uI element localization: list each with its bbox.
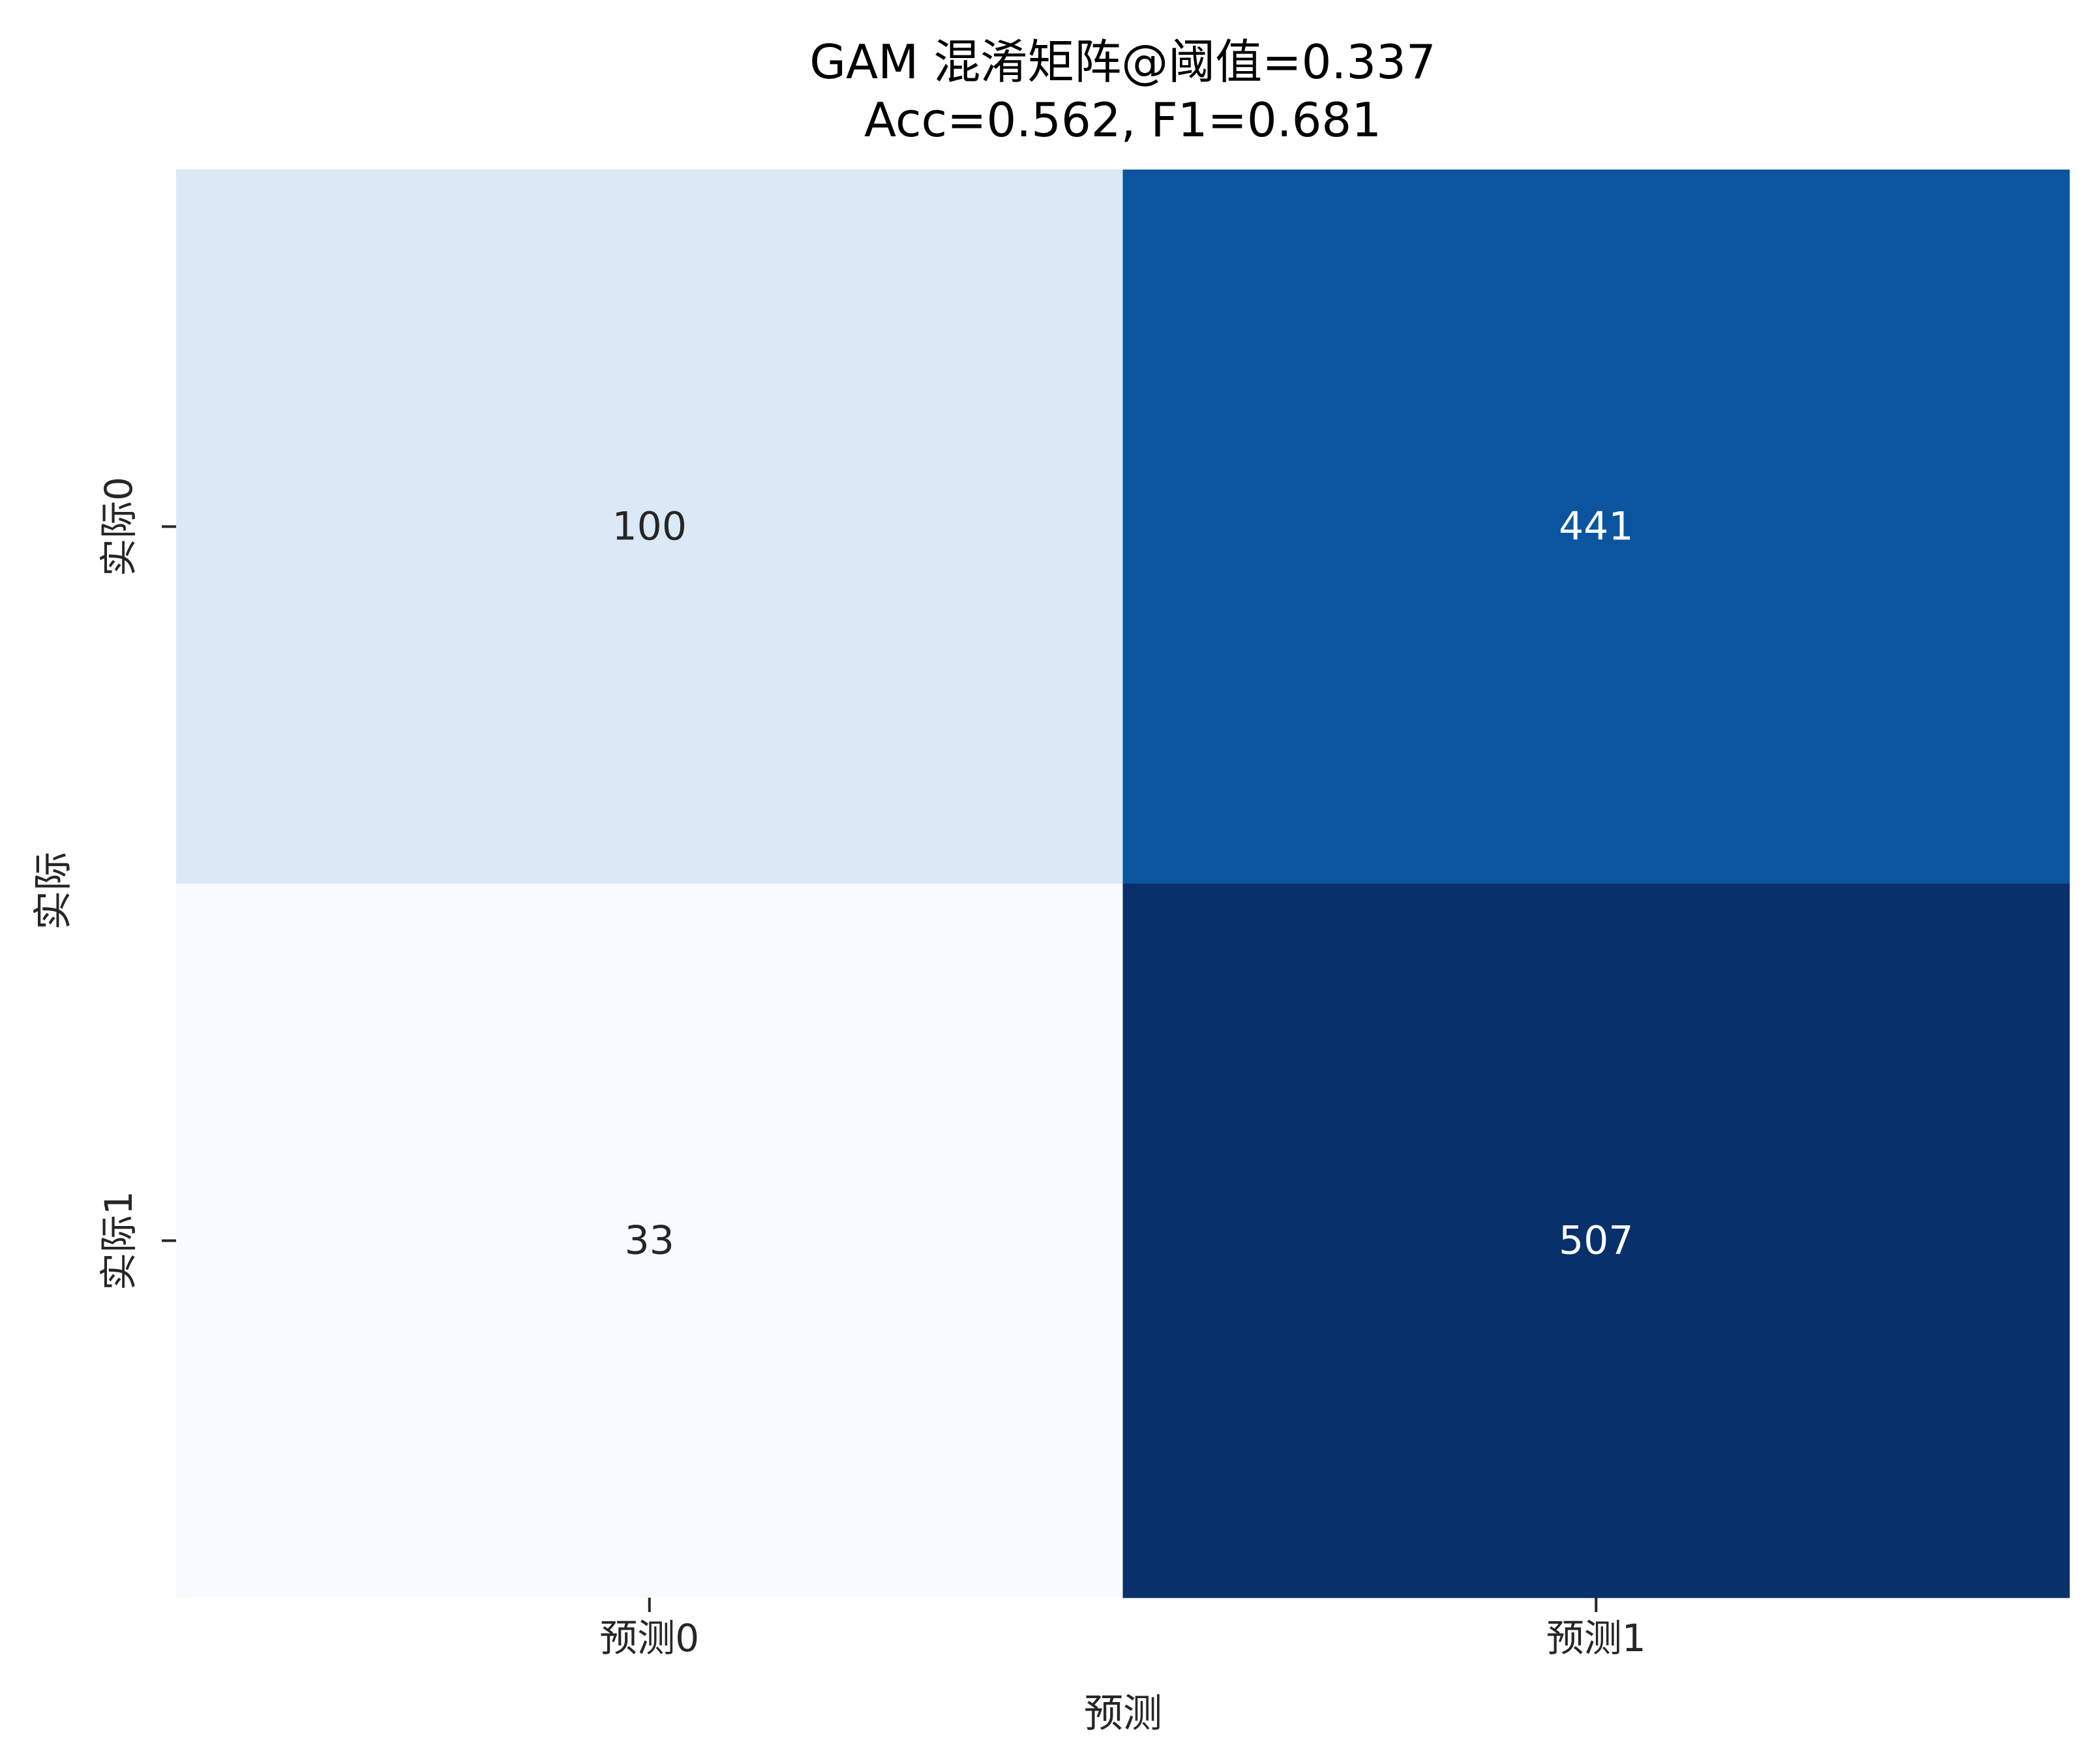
- y-axis-label: 实际: [31, 852, 76, 930]
- cell-annotations: 100 441 33 507: [612, 504, 1633, 1264]
- heatmap-cell: [176, 170, 1123, 884]
- cell-value-label: 441: [1559, 504, 1634, 550]
- x-tick-label: 预测0: [599, 1616, 699, 1660]
- heatmap-cell: [1122, 170, 2070, 884]
- x-tick-label: 预测1: [1546, 1616, 1646, 1660]
- heatmap-cells: [176, 170, 2070, 1598]
- y-tick-label: 实际1: [97, 1191, 141, 1291]
- x-axis-label: 预测: [1084, 1691, 1162, 1737]
- chart-title: GAM 混淆矩阵@阈值=0.337: [809, 35, 1436, 89]
- chart-subtitle: Acc=0.562, F1=0.681: [864, 93, 1382, 147]
- heatmap-cell: [176, 884, 1123, 1598]
- axis-ticks: 预测0 预测1 实际0 实际1: [97, 477, 1646, 1660]
- cell-value-label: 507: [1559, 1218, 1634, 1264]
- cell-value-label: 33: [625, 1218, 674, 1264]
- y-tick-label: 实际0: [97, 477, 141, 576]
- heatmap-cell: [1122, 884, 2070, 1598]
- cell-value-label: 100: [612, 504, 687, 550]
